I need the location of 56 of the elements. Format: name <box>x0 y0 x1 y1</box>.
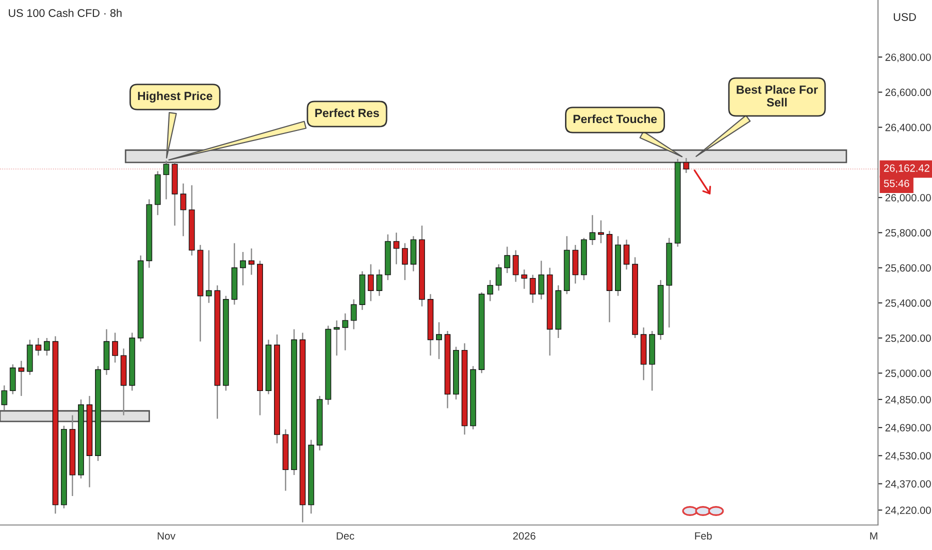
y-tick-label: 24,850.00 <box>885 396 931 405</box>
annotation: Perfect Res <box>315 108 379 118</box>
candlestick <box>512 250 519 282</box>
candlestick <box>683 157 690 174</box>
candlestick <box>163 160 170 200</box>
x-tick-label: 2026 <box>513 532 536 540</box>
x-tick-label: M <box>870 532 878 540</box>
candlestick <box>436 322 442 360</box>
candlestick <box>240 251 246 286</box>
text: US 100 Cash CFD · 8h <box>8 8 122 17</box>
candlestick <box>368 264 374 302</box>
candlestick <box>248 248 254 276</box>
candlestick <box>393 232 400 265</box>
candlestick <box>624 239 630 270</box>
annotation: Best Place For Sell <box>736 85 818 107</box>
candlestick <box>112 332 118 364</box>
candlestick <box>598 220 604 244</box>
x-tick-label: Dec <box>336 532 354 540</box>
candlestick <box>402 242 408 281</box>
candlestick <box>18 360 24 397</box>
candlestick <box>496 264 502 292</box>
y-tick-label: 25,000.00 <box>885 370 931 378</box>
candlestick <box>180 182 186 237</box>
y-tick-label: 26,000.00 <box>885 194 931 203</box>
y-tick-label: 24,530.00 <box>885 452 931 461</box>
candlestick <box>589 214 596 246</box>
y-tick-label: 25,600.00 <box>885 264 931 273</box>
y-tick-label: 25,400.00 <box>885 299 931 308</box>
candlestick <box>538 260 544 300</box>
candlestick <box>530 274 536 304</box>
y-tick-label: 24,690.00 <box>885 424 931 433</box>
ref-line-label: 26,162.42 <box>884 164 930 174</box>
candlestick <box>35 337 42 356</box>
candlestick <box>334 320 340 356</box>
y-tick-label: 26,600.00 <box>885 88 931 98</box>
candlestick <box>1 384 8 411</box>
y-tick-label: 25,200.00 <box>885 334 931 344</box>
candlestick <box>342 312 348 351</box>
text: 55:46 <box>884 180 910 188</box>
y-tick-label: 26,400.00 <box>885 124 931 132</box>
y-tick-label: 24,370.00 <box>885 480 931 489</box>
y-axis-title: USD <box>894 13 916 21</box>
candlestick <box>376 268 382 296</box>
x-tick-label: Feb <box>695 532 712 540</box>
candlestick <box>206 250 212 304</box>
y-tick-label: 25,800.00 <box>885 229 931 238</box>
candlestick <box>504 246 510 274</box>
candlestick <box>44 337 50 356</box>
annotation: Highest Price <box>138 91 212 103</box>
y-tick-label: 26,800.00 <box>885 54 931 62</box>
candlestick <box>487 279 494 302</box>
x-tick-label: Nov <box>158 532 176 540</box>
y-tick-label: 24,220.00 <box>885 506 931 516</box>
annotation: Perfect Touche <box>574 114 657 124</box>
candlestick <box>350 298 357 330</box>
candlestick <box>10 364 16 395</box>
